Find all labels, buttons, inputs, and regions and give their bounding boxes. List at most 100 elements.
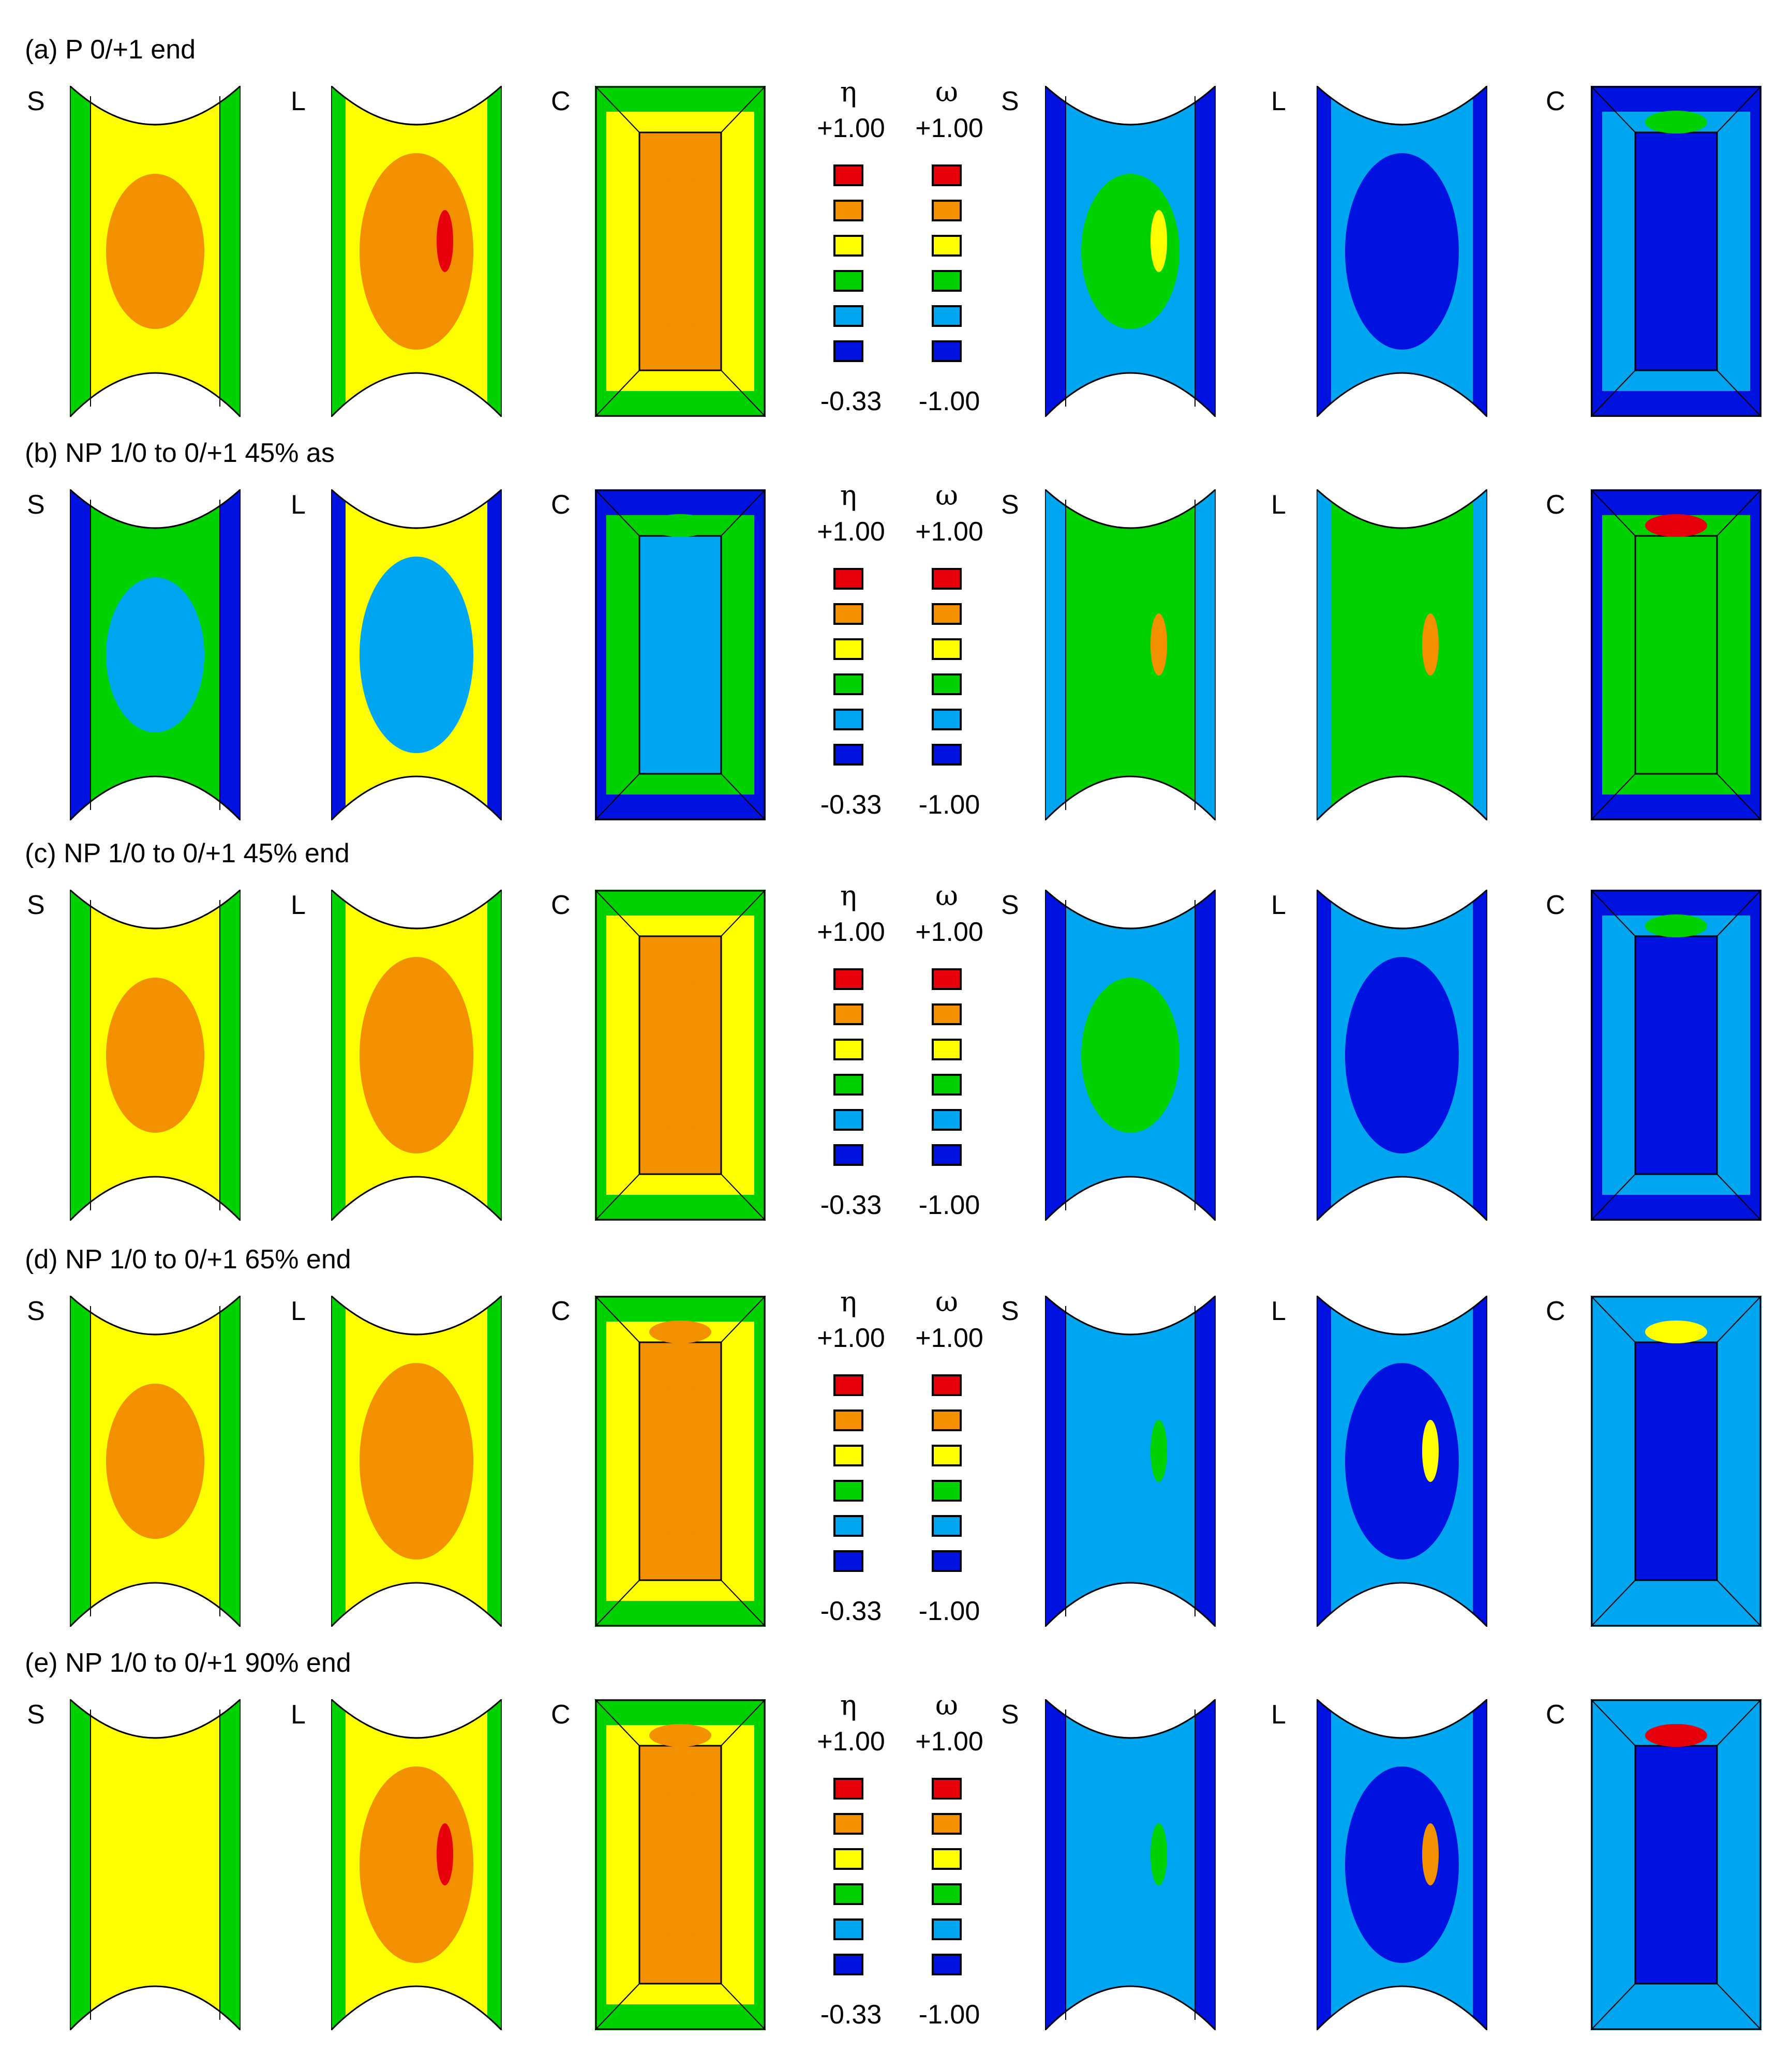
legend-omega-min: -1.00: [918, 2000, 980, 2030]
peak-contour: [1422, 1823, 1439, 1885]
frame-outline: [595, 489, 766, 820]
eta-panel-c: [595, 890, 766, 1221]
contour-group: [70, 1296, 241, 1627]
frame-outline: [1591, 890, 1761, 1221]
contour-group: [1045, 489, 1216, 820]
specimen-outline: [331, 1296, 502, 1627]
frame-edge: [595, 1699, 640, 1746]
row-title: (d) NP 1/0 to 0/+1 65% end: [25, 1245, 351, 1275]
eta-panel-l: [331, 890, 502, 1221]
contour-group: [70, 890, 241, 1221]
eta-panel-s: [70, 1699, 241, 2030]
omega-panel-s: [1045, 1296, 1216, 1627]
contour-group: [331, 86, 502, 417]
legend-eta-min: -0.33: [820, 2000, 882, 2030]
legend-eta-swatch: [833, 200, 863, 221]
panel-label-l: L: [1271, 890, 1286, 920]
frame-edge: [721, 1699, 766, 1746]
legend-eta-max: +1.00: [817, 517, 885, 547]
centre-contour: [1081, 1787, 1179, 1942]
centre-contour: [106, 1787, 204, 1942]
specimen-outline: [1045, 86, 1216, 417]
eta-panel-l-svg: [331, 890, 502, 1221]
panel-label-s: S: [27, 890, 45, 920]
frame-edge: [1591, 489, 1636, 536]
contour-group: [1317, 1296, 1487, 1627]
legend-eta-max: +1.00: [817, 1323, 885, 1353]
frame-outline: [595, 1699, 766, 2030]
legend-omega-max: +1.00: [915, 1323, 983, 1353]
frame-edge: [721, 489, 766, 536]
legend-eta-swatch: [833, 1410, 863, 1431]
omega-panel-c-svg: [1591, 1296, 1761, 1627]
legend-eta-symbol: η: [840, 76, 857, 108]
legend-omega-swatch: [932, 1954, 962, 1975]
hot-spot: [1645, 514, 1707, 537]
legend-eta-min: -0.33: [820, 790, 882, 820]
eta-panel-s-svg: [70, 86, 241, 417]
frame-edge: [1716, 1983, 1761, 2030]
contour-group: [1317, 86, 1487, 417]
legend-eta-swatch: [833, 603, 863, 625]
centre-contour: [106, 577, 204, 732]
centre-contour: [1081, 577, 1179, 732]
centre-contour: [1345, 557, 1459, 753]
frame-edge: [595, 773, 640, 820]
centre-contour: [360, 557, 473, 753]
panel-label-c: C: [1546, 1700, 1565, 1730]
frame-edge: [1591, 1296, 1636, 1343]
legend-omega-min: -1.00: [918, 790, 980, 820]
legend-eta-swatch: [833, 673, 863, 695]
peak-contour: [175, 613, 192, 676]
specimen-outline: [70, 86, 241, 417]
frame-outline: [595, 890, 766, 1221]
contour-group: [70, 1699, 241, 2030]
eta-panel-l-svg: [331, 489, 502, 820]
centre-contour: [1081, 978, 1179, 1133]
omega-panel-l: [1317, 86, 1487, 417]
legend-eta-swatch: [833, 1918, 863, 1940]
legend-eta-swatch: [833, 968, 863, 990]
panel-label-c: C: [1546, 490, 1565, 520]
legend-eta-swatch: [833, 568, 863, 590]
panel-label-l: L: [1271, 86, 1286, 116]
colour-legend: η +1.00 -0.33 ω +1.00 -1.00: [804, 76, 996, 416]
omega-panel-l-svg: [1317, 1699, 1487, 2030]
omega-panel-l-svg: [1317, 890, 1487, 1221]
specimen-outline: [1317, 890, 1487, 1221]
panel-label-c: C: [551, 1296, 571, 1326]
frame-outline: [1591, 86, 1761, 417]
omega-panel-l: [1317, 890, 1487, 1221]
legend-omega-swatch: [932, 1550, 962, 1572]
omega-panel-s: [1045, 1699, 1216, 2030]
omega-panel-l-svg: [1317, 489, 1487, 820]
frame-edge: [1716, 86, 1761, 133]
legend-eta-swatch: [833, 1954, 863, 1975]
centre-contour: [106, 978, 204, 1133]
centre-contour: [360, 153, 473, 350]
core-contour: [650, 1787, 710, 1942]
frame-edge: [1716, 1296, 1761, 1343]
legend-eta-swatch: [833, 638, 863, 660]
contour-group: [1045, 86, 1216, 417]
panel-label-l: L: [291, 890, 306, 920]
contour-group: [331, 890, 502, 1221]
peak-contour: [1151, 1420, 1167, 1482]
omega-panel-s-svg: [1045, 489, 1216, 820]
panel-label-l: L: [291, 1700, 306, 1730]
centre-contour: [1345, 1766, 1459, 1963]
legend-omega-max: +1.00: [915, 113, 983, 143]
peak-contour: [1151, 1823, 1167, 1885]
panel-label-c: C: [1546, 1296, 1565, 1326]
legend-omega-swatch: [932, 744, 962, 766]
legend-eta-max: +1.00: [817, 113, 885, 143]
frame-edge: [595, 890, 640, 937]
frame-outline: [595, 86, 766, 417]
core-contour: [650, 577, 710, 732]
contour-group: [331, 1699, 502, 2030]
contour-group: [70, 86, 241, 417]
eta-panel-s: [70, 1296, 241, 1627]
colour-legend: η +1.00 -0.33 ω +1.00 -1.00: [804, 1285, 996, 1626]
specimen-outline: [1317, 489, 1487, 820]
